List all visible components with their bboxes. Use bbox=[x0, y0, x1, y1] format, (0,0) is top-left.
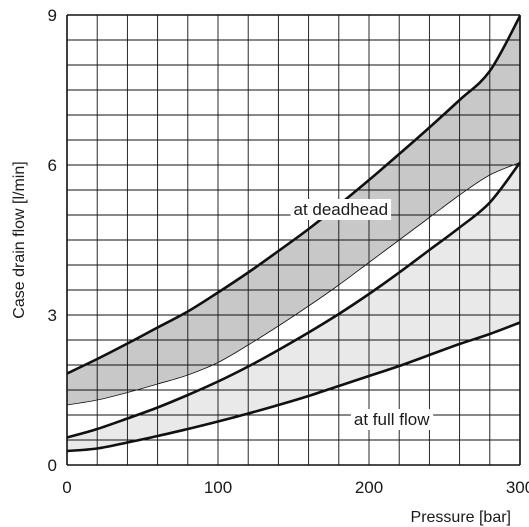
y-tick-label: 6 bbox=[48, 156, 57, 175]
curve-layer bbox=[66, 15, 522, 453]
x-tick-label: 300 bbox=[506, 478, 529, 497]
annotation-layer: at deadhead at full flow bbox=[290, 199, 434, 430]
x-tick-label: 100 bbox=[204, 478, 232, 497]
annotation: at full flow bbox=[350, 409, 434, 430]
y-tick-label: 3 bbox=[48, 306, 57, 325]
annotation: at deadhead bbox=[290, 199, 392, 220]
curve-lower-upper bbox=[66, 161, 522, 439]
annotation-background bbox=[290, 199, 392, 220]
y-tick-label: 0 bbox=[48, 456, 57, 475]
annotation-background bbox=[350, 409, 434, 430]
x-axis-label: Pressure [bar] bbox=[411, 509, 511, 526]
curve-upper-upper bbox=[66, 15, 522, 375]
x-tick-label: 200 bbox=[355, 478, 383, 497]
annotation-text: at full flow bbox=[354, 410, 430, 429]
curve-lower-lower bbox=[66, 321, 521, 453]
tick-layer: 0 100 200 300 0 3 6 9 bbox=[48, 6, 529, 497]
x-tick-label: 0 bbox=[62, 478, 71, 497]
y-axis-label: Case drain flow [l/min] bbox=[11, 161, 28, 318]
annotation-text: at deadhead bbox=[294, 200, 389, 219]
curve-upper-lower bbox=[66, 162, 521, 406]
y-tick-label: 9 bbox=[48, 6, 57, 25]
